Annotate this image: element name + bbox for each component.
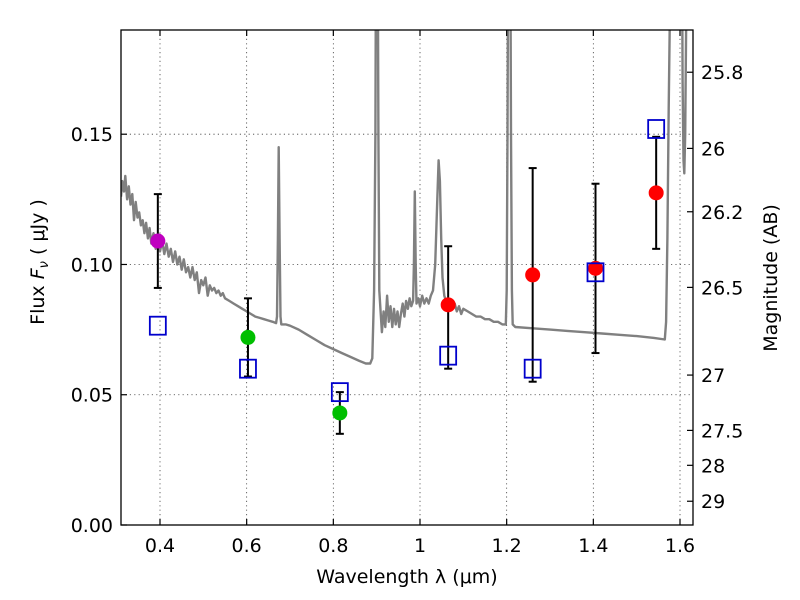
right-tick-label: 29 — [701, 491, 725, 513]
right-tick-label: 27 — [701, 365, 725, 387]
model-square — [148, 315, 167, 336]
right-tick-label: 26.2 — [701, 202, 743, 224]
observed-point — [150, 233, 166, 249]
model-square — [586, 262, 605, 283]
x-tick-label: 1.4 — [578, 535, 608, 557]
x-tick-label: 0.4 — [145, 535, 175, 557]
observed-point — [648, 185, 664, 201]
y-tick-label: 0.10 — [71, 254, 113, 276]
x-tick-label: 1.2 — [492, 535, 522, 557]
observed-point — [588, 260, 603, 276]
plot-frame — [120, 29, 694, 526]
x-tick-label: 0.8 — [318, 535, 348, 557]
right-axis-label: Magnitude (AB) — [760, 204, 782, 352]
data-markers — [148, 119, 666, 421]
y-tick-label: 0.05 — [71, 385, 113, 407]
spectrum-line-tail — [681, 30, 688, 175]
template-spectrum — [121, 30, 688, 365]
x-tick-label: 0.6 — [232, 535, 262, 557]
y-tick-label: 0.00 — [71, 515, 113, 537]
right-tick-label: 28 — [701, 455, 725, 477]
y-axis-label: Flux Fν ( μJy ) — [27, 199, 52, 325]
right-tick-label: 26 — [701, 138, 725, 160]
model-square — [523, 358, 542, 379]
model-square — [330, 382, 349, 403]
right-tick-label: 25.8 — [701, 62, 743, 84]
y-tick-label: 0.15 — [71, 124, 113, 146]
model-square — [239, 358, 257, 379]
x-tick-label: 1.6 — [665, 535, 695, 557]
spectrum-line — [121, 30, 671, 365]
observed-point — [240, 329, 256, 345]
right-tick-label: 27.5 — [701, 420, 743, 442]
model-square — [439, 345, 458, 366]
axes: 0.4 0.6 0.8 1 1.2 1.4 1.6 0.00 0.05 0.10 0.15 25.8 2… — [71, 30, 743, 557]
observed-point — [525, 267, 541, 283]
observed-point — [332, 405, 348, 421]
model-square — [647, 119, 666, 139]
right-tick-label: 26.5 — [701, 277, 743, 299]
x-tick-label: 1 — [414, 535, 426, 557]
observed-point — [440, 297, 456, 313]
x-axis-label: Wavelength λ (μm) — [316, 566, 497, 588]
